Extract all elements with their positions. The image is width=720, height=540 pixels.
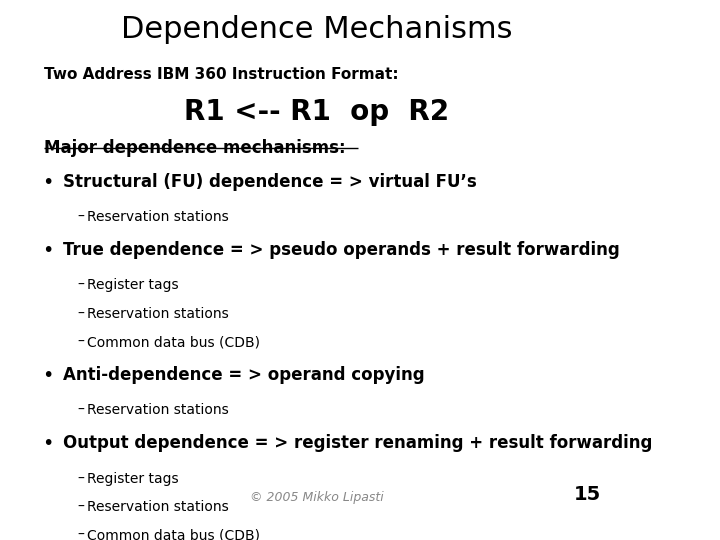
Text: –: – — [78, 403, 84, 417]
Text: –: – — [78, 500, 84, 514]
Text: R1 <-- R1  op  R2: R1 <-- R1 op R2 — [184, 98, 449, 126]
Text: Reservation stations: Reservation stations — [87, 210, 229, 224]
Text: Reservation stations: Reservation stations — [87, 403, 229, 417]
Text: Reservation stations: Reservation stations — [87, 307, 229, 321]
Text: Output dependence = > register renaming + result forwarding: Output dependence = > register renaming … — [63, 434, 652, 453]
Text: •: • — [42, 366, 53, 385]
Text: –: – — [78, 335, 84, 349]
Text: –: – — [78, 307, 84, 321]
Text: –: – — [78, 210, 84, 224]
Text: Common data bus (CDB): Common data bus (CDB) — [87, 528, 261, 540]
Text: •: • — [42, 241, 53, 260]
Text: Dependence Mechanisms: Dependence Mechanisms — [121, 16, 512, 44]
Text: Common data bus (CDB): Common data bus (CDB) — [87, 335, 261, 349]
Text: •: • — [42, 173, 53, 192]
Text: Major dependence mechanisms:: Major dependence mechanisms: — [45, 139, 346, 158]
Text: –: – — [78, 278, 84, 292]
Text: Register tags: Register tags — [87, 471, 179, 485]
Text: Register tags: Register tags — [87, 278, 179, 292]
Text: 15: 15 — [574, 484, 601, 503]
Text: Reservation stations: Reservation stations — [87, 500, 229, 514]
Text: •: • — [42, 434, 53, 453]
Text: True dependence = > pseudo operands + result forwarding: True dependence = > pseudo operands + re… — [63, 241, 620, 259]
Text: Structural (FU) dependence = > virtual FU’s: Structural (FU) dependence = > virtual F… — [63, 173, 477, 191]
Text: © 2005 Mikko Lipasti: © 2005 Mikko Lipasti — [250, 490, 383, 503]
Text: –: – — [78, 528, 84, 540]
Text: –: – — [78, 471, 84, 485]
Text: Anti-dependence = > operand copying: Anti-dependence = > operand copying — [63, 366, 425, 384]
Text: Two Address IBM 360 Instruction Format:: Two Address IBM 360 Instruction Format: — [45, 67, 399, 82]
